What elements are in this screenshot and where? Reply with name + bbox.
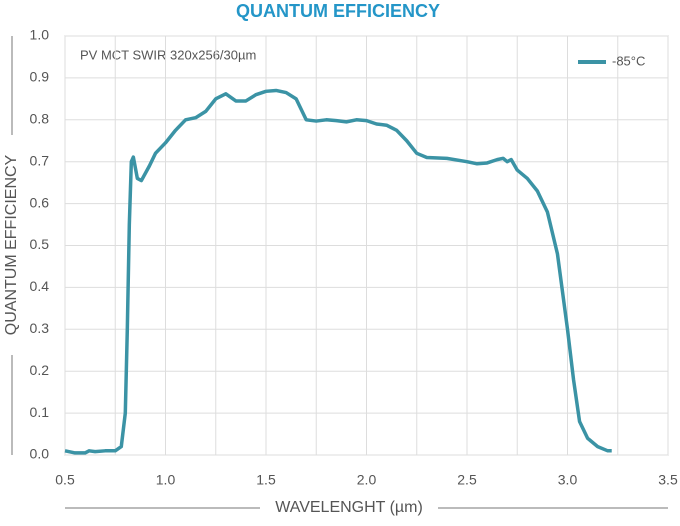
chart-title: QUANTUM EFFICIENCY	[236, 1, 440, 21]
x-tick-label: 3.5	[658, 472, 678, 488]
y-tick-label: 0.5	[30, 236, 50, 252]
y-tick-label: 0.6	[30, 194, 50, 210]
y-tick-label: 0.9	[30, 69, 50, 85]
x-tick-label: 3.0	[558, 472, 578, 488]
y-tick-label: 0.7	[30, 152, 50, 168]
x-tick-label: 1.0	[156, 472, 176, 488]
y-tick-label: 0.4	[30, 278, 50, 294]
data-line	[64, 88, 612, 455]
y-tick-label: 0.2	[30, 362, 50, 378]
y-tick-label: 0.1	[30, 404, 50, 420]
x-axis-label: WAVELENGHT (µm)	[275, 499, 423, 516]
x-tick-label: 2.5	[457, 472, 477, 488]
y-tick-label: 0.8	[30, 111, 50, 127]
y-tick-label: 0.0	[30, 446, 50, 462]
legend-label: -85°C	[612, 53, 645, 68]
y-tick-label: 0.3	[30, 320, 50, 336]
y-axis-label: QUANTUM EFFICIENCY	[3, 154, 20, 335]
y-tick-label: 1.0	[30, 27, 50, 43]
x-tick-label: 0.5	[55, 472, 75, 488]
x-tick-label: 1.5	[256, 472, 276, 488]
x-tick-label: 2.0	[357, 472, 377, 488]
annotation: PV MCT SWIR 320x256/30µm	[80, 47, 256, 62]
